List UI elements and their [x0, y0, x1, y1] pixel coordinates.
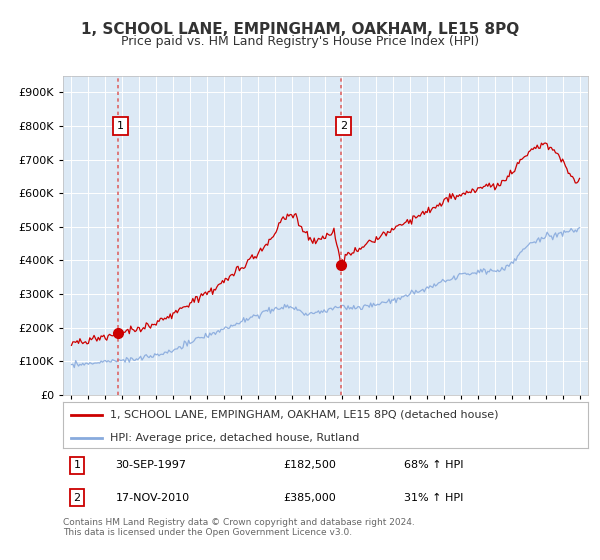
Text: 30-SEP-1997: 30-SEP-1997	[115, 460, 187, 470]
Text: HPI: Average price, detached house, Rutland: HPI: Average price, detached house, Rutl…	[110, 433, 359, 443]
Text: 31% ↑ HPI: 31% ↑ HPI	[404, 493, 464, 503]
Text: 1, SCHOOL LANE, EMPINGHAM, OAKHAM, LE15 8PQ: 1, SCHOOL LANE, EMPINGHAM, OAKHAM, LE15 …	[81, 22, 519, 38]
Text: 1: 1	[74, 460, 80, 470]
Text: 2: 2	[74, 493, 80, 503]
Text: £385,000: £385,000	[284, 493, 336, 503]
Text: 17-NOV-2010: 17-NOV-2010	[115, 493, 190, 503]
Text: 1: 1	[117, 121, 124, 131]
Text: Price paid vs. HM Land Registry's House Price Index (HPI): Price paid vs. HM Land Registry's House …	[121, 35, 479, 48]
Text: 68% ↑ HPI: 68% ↑ HPI	[404, 460, 464, 470]
Text: 1, SCHOOL LANE, EMPINGHAM, OAKHAM, LE15 8PQ (detached house): 1, SCHOOL LANE, EMPINGHAM, OAKHAM, LE15 …	[110, 410, 499, 420]
Text: £182,500: £182,500	[284, 460, 337, 470]
Text: 2: 2	[340, 121, 347, 131]
Text: Contains HM Land Registry data © Crown copyright and database right 2024.
This d: Contains HM Land Registry data © Crown c…	[63, 518, 415, 538]
